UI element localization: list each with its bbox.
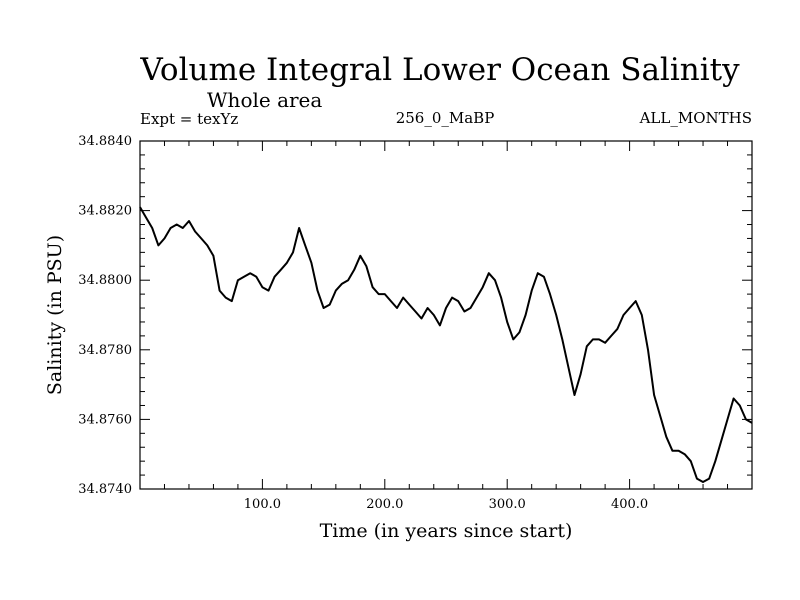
months-label: ALL_MONTHS: [639, 109, 752, 127]
plot-frame: [139, 140, 753, 490]
x-tick-label: 300.0: [489, 497, 526, 512]
y-tick-label: 34.8800: [78, 273, 132, 288]
run-id-label: 256_0_MaBP: [396, 109, 495, 127]
salinity-series-line: [139, 206, 753, 483]
chart-title: Volume Integral Lower Ocean Salinity: [139, 52, 740, 88]
y-tick-label: 34.8840: [78, 134, 132, 149]
expt-label: Expt = texYz: [140, 110, 238, 128]
x-axis-label: Time (in years since start): [320, 520, 573, 542]
x-tick-label: 400.0: [611, 497, 648, 512]
x-tick-label: 200.0: [366, 497, 403, 512]
axes: 100.0 200.0 300.0 400.0 34.8740 34.8760 34.878…: [78, 134, 753, 512]
y-tick-label: 34.8740: [78, 482, 132, 497]
y-axis-label: Salinity (in PSU): [44, 235, 66, 395]
y-tick-label: 34.8780: [78, 343, 132, 358]
data-series: [139, 206, 753, 483]
chart-subtitle: Whole area: [207, 88, 322, 112]
y-tick-label: 34.8760: [78, 412, 132, 427]
y-tick-label: 34.8820: [78, 204, 132, 219]
x-tick-label: 100.0: [244, 497, 281, 512]
